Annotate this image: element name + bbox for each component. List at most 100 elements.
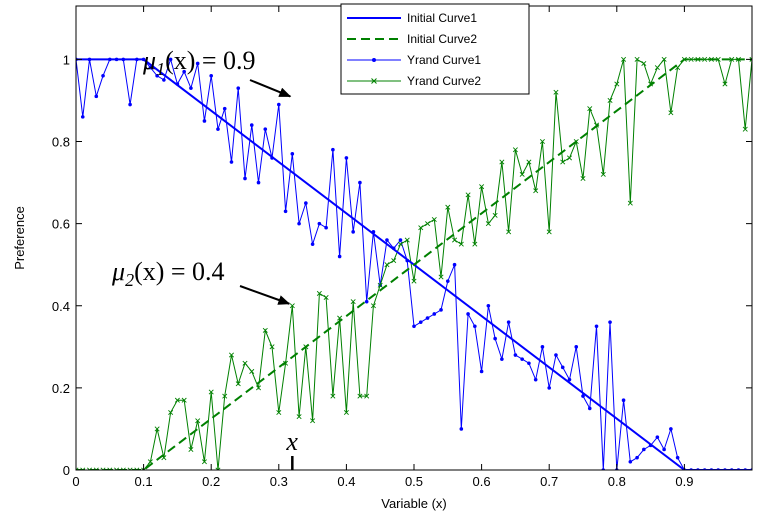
annotation-mu2: μ2(x) = 0.4 [111, 257, 225, 290]
data-point-yrand-curve2 [93, 467, 99, 470]
data-point-yrand-curve1 [493, 336, 497, 341]
data-point-yrand-curve1 [473, 324, 477, 329]
data-point-yrand-curve2 [100, 467, 106, 470]
data-point-yrand-curve2 [188, 446, 194, 452]
data-point-yrand-curve1 [209, 74, 213, 78]
data-point-yrand-curve2 [215, 467, 221, 470]
data-point-yrand-curve2 [174, 397, 180, 403]
data-point-yrand-curve1 [540, 345, 545, 349]
data-point-yrand-curve2 [168, 409, 174, 416]
data-point-yrand-curve2 [370, 303, 376, 309]
data-point-yrand-curve2 [425, 221, 431, 227]
plot-series [76, 56, 752, 470]
data-point-yrand-curve2 [580, 175, 586, 181]
data-point-yrand-curve2 [688, 56, 694, 62]
data-point-yrand-curve1 [222, 106, 227, 111]
data-point-yrand-curve1 [621, 398, 626, 402]
data-point-yrand-curve1 [635, 455, 639, 460]
data-point-yrand-curve1 [452, 262, 457, 267]
data-point-yrand-curve2 [242, 360, 248, 366]
data-point-yrand-curve2 [411, 278, 417, 284]
data-point-yrand-curve1 [304, 201, 308, 205]
data-point-yrand-curve2 [479, 184, 485, 190]
data-point-yrand-curve2 [235, 381, 241, 387]
data-point-yrand-curve1 [669, 427, 673, 431]
x-tick-label: 0.1 [135, 474, 153, 489]
data-point-yrand-curve2 [377, 282, 383, 288]
legend-marker-yrand-curve2 [371, 78, 377, 84]
data-point-yrand-curve2 [384, 262, 390, 268]
data-point-yrand-curve1 [283, 209, 288, 214]
y-tick-label: 0.6 [52, 217, 70, 232]
data-point-yrand-curve2 [445, 204, 451, 210]
data-point-yrand-curve1 [506, 320, 511, 324]
y-axis-label: Preference [12, 206, 27, 270]
data-point-yrand-curve2 [729, 56, 735, 62]
data-point-yrand-curve2 [560, 159, 566, 165]
data-point-yrand-curve2 [323, 295, 329, 301]
x-tick-label: 0.5 [405, 474, 423, 489]
data-point-yrand-curve1 [554, 353, 558, 357]
data-point-yrand-curve1 [290, 152, 295, 156]
data-point-yrand-curve2 [533, 188, 539, 194]
data-point-yrand-curve1 [479, 369, 484, 374]
data-point-yrand-curve1 [263, 127, 268, 131]
data-point-yrand-curve2 [600, 171, 606, 177]
data-point-yrand-curve2 [310, 418, 316, 424]
data-point-yrand-curve1 [574, 345, 579, 349]
data-point-yrand-curve2 [634, 56, 640, 62]
data-point-yrand-curve2 [749, 56, 752, 62]
data-point-yrand-curve1 [560, 365, 565, 370]
data-point-yrand-curve2 [614, 81, 620, 87]
data-point-yrand-curve1 [364, 299, 369, 304]
data-point-yrand-curve2 [127, 467, 133, 470]
data-point-yrand-curve1 [216, 127, 220, 131]
data-point-yrand-curve1 [628, 459, 633, 464]
data-point-yrand-curve2 [742, 126, 748, 132]
legend-entry-initial-curve2: Initial Curve2 [347, 32, 477, 46]
data-point-yrand-curve2 [607, 97, 613, 103]
data-point-yrand-curve1 [662, 447, 666, 452]
series-line-initial-curve2 [76, 58, 752, 470]
data-point-yrand-curve2 [134, 467, 140, 470]
data-point-yrand-curve1 [412, 324, 416, 329]
legend-entry-yrand-curve1: Yrand Curve1 [347, 53, 481, 67]
data-point-yrand-curve2 [438, 274, 444, 280]
data-point-yrand-curve2 [350, 299, 356, 305]
data-point-yrand-curve1 [398, 238, 403, 242]
data-point-yrand-curve1 [527, 361, 531, 366]
data-point-yrand-curve2 [87, 467, 93, 470]
data-point-yrand-curve2 [715, 56, 721, 62]
data-point-yrand-curve2 [256, 385, 262, 391]
data-point-yrand-curve2 [539, 138, 545, 145]
data-point-yrand-curve1 [500, 357, 504, 361]
data-point-yrand-curve1 [189, 86, 193, 90]
data-point-yrand-curve1 [324, 225, 328, 230]
x-tick-label: 0 [72, 474, 79, 489]
data-point-yrand-curve1 [229, 160, 234, 164]
data-point-yrand-curve2 [296, 414, 302, 420]
data-point-yrand-curve1 [297, 221, 301, 226]
data-point-yrand-curve2 [391, 258, 397, 264]
y-tick-label: 1 [63, 52, 70, 67]
data-point-yrand-curve1 [533, 377, 538, 382]
data-point-yrand-curve1 [520, 357, 524, 361]
data-point-yrand-curve1 [256, 180, 261, 185]
data-point-yrand-curve2 [154, 426, 160, 432]
data-point-yrand-curve2 [526, 159, 532, 165]
data-point-yrand-curve2 [512, 147, 518, 153]
data-point-yrand-curve1 [675, 455, 680, 460]
data-point-yrand-curve2 [195, 418, 201, 424]
data-point-yrand-curve2 [668, 110, 674, 116]
data-point-yrand-curve2 [702, 56, 708, 62]
data-point-yrand-curve2 [431, 217, 437, 223]
data-point-yrand-curve2 [546, 229, 552, 235]
data-point-yrand-curve1 [432, 312, 437, 316]
data-point-yrand-curve2 [499, 159, 505, 165]
data-point-yrand-curve2 [458, 241, 464, 247]
data-point-yrand-curve2 [330, 393, 336, 399]
annotation-x: x [285, 427, 298, 456]
data-point-yrand-curve2 [141, 467, 147, 470]
series-initial-curve2 [76, 58, 752, 470]
data-point-yrand-curve1 [128, 102, 132, 107]
